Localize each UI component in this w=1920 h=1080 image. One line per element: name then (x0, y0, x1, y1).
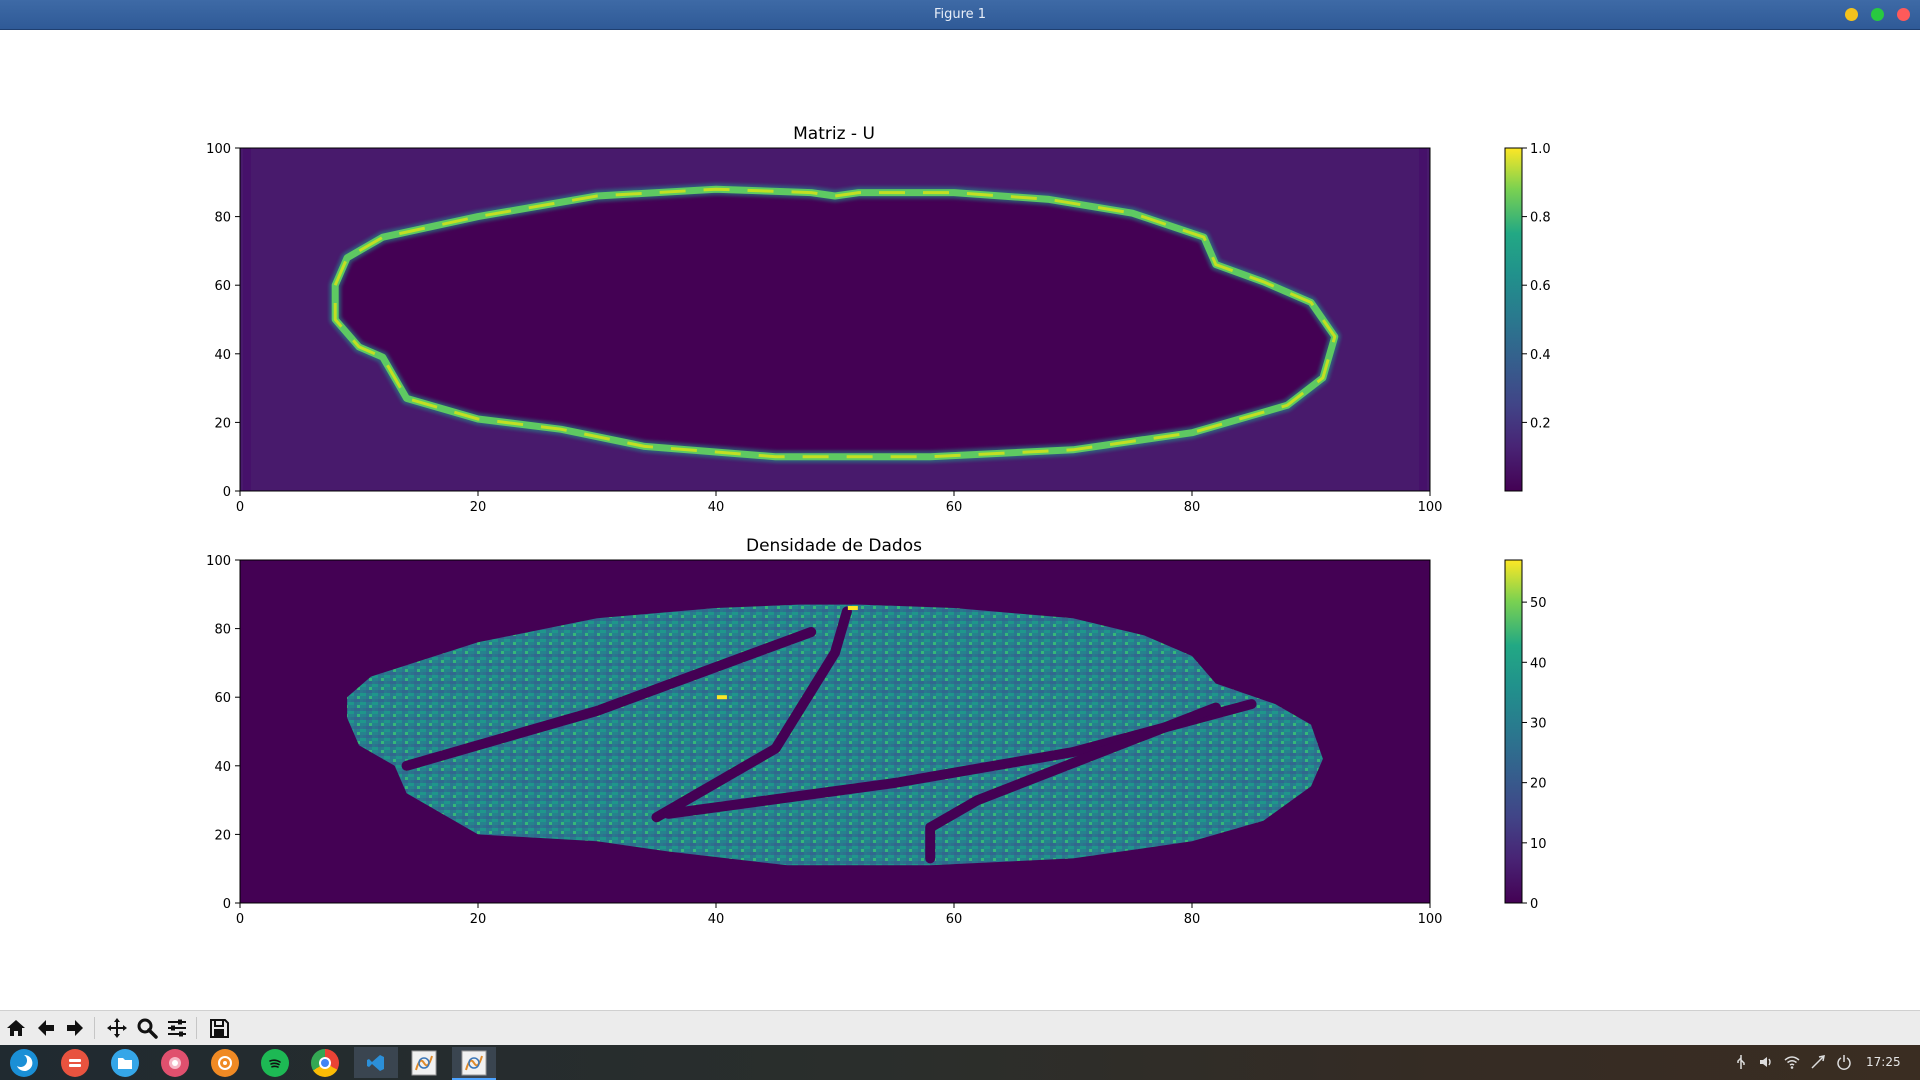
usb-icon[interactable] (1733, 1054, 1749, 1070)
density-ytick-label: 20 (214, 828, 231, 843)
vscode-window-icon[interactable] (354, 1047, 398, 1078)
launcher-icon[interactable] (10, 1049, 38, 1077)
umatrix-colorbar (1504, 147, 1523, 492)
back-icon[interactable] (33, 1015, 59, 1041)
umatrix-xtick-label: 60 (946, 500, 963, 515)
density-title: Densidade de Dados (746, 536, 922, 556)
density-colorbar-tick-label: 40 (1530, 656, 1547, 671)
density-ytick-label: 0 (223, 897, 231, 912)
save-icon[interactable] (206, 1015, 232, 1041)
figure-canvas[interactable]: Matriz - U 0 20 40 60 80 100 0 20 40 60 80 100 0.2 0… (0, 30, 1920, 1010)
zoom-icon[interactable] (134, 1015, 160, 1041)
density-colorbar-tick-label: 50 (1530, 596, 1547, 611)
clock: 17:25 (1866, 1055, 1901, 1069)
umatrix-colorbar-tick-label: 0.6 (1530, 279, 1551, 294)
taskbar: 17:25 (0, 1045, 1920, 1080)
density-gap-1 (401, 627, 817, 771)
media-app-icon[interactable] (211, 1049, 239, 1077)
density-ytick-label: 100 (206, 554, 231, 569)
density-colorbar-tick-label: 0 (1530, 897, 1538, 912)
network-icon[interactable] (1810, 1054, 1826, 1070)
umatrix-boundary-peak (333, 187, 1337, 459)
files-app-icon[interactable] (111, 1049, 139, 1077)
umatrix-edge-column-right (1419, 148, 1427, 491)
python-figure-window-icon[interactable] (402, 1047, 446, 1078)
umatrix-xtick-label: 40 (708, 500, 725, 515)
density-xtick-label: 20 (470, 912, 487, 927)
chrome-app-icon[interactable] (311, 1049, 339, 1077)
density-colorbar (1504, 559, 1523, 904)
density-peak-cell (716, 695, 727, 700)
density-peak-cell (847, 606, 858, 611)
umatrix-edge-column (243, 148, 251, 491)
umatrix-ytick-label: 0 (223, 485, 231, 500)
wifi-icon[interactable] (1784, 1054, 1800, 1070)
umatrix-colorbar-tick-label: 1.0 (1530, 142, 1551, 157)
home-icon[interactable] (3, 1015, 29, 1041)
window-title: Figure 1 (933, 7, 987, 22)
power-icon[interactable] (1836, 1054, 1852, 1070)
minimize-button[interactable] (1845, 8, 1858, 21)
umatrix-colorbar-tick-label: 0.8 (1530, 211, 1551, 226)
density-ytick-label: 80 (214, 623, 231, 638)
density-colorbar-tick-label: 20 (1530, 777, 1547, 792)
umatrix-ytick-label: 40 (214, 348, 231, 363)
density-colorbar-tick-label: 30 (1530, 716, 1547, 731)
umatrix-colorbar-tick-label: 0.4 (1530, 348, 1551, 363)
density-ytick-label: 60 (214, 691, 231, 706)
density-xtick-label: 40 (708, 912, 725, 927)
configure-icon[interactable] (164, 1015, 190, 1041)
density-plot: Densidade de Dados 0 20 40 60 80 100020406080… (206, 536, 1546, 927)
spotify-app-icon[interactable] (261, 1049, 289, 1077)
umatrix-plot: Matriz - U 0 20 40 60 80 100 0 20 40 60 80 100 0.2 0… (206, 124, 1551, 515)
umatrix-colorbar-tick-label: 0.2 (1530, 416, 1551, 431)
umatrix-title: Matriz - U (793, 124, 875, 144)
umatrix-ytick-label: 100 (206, 142, 231, 157)
umatrix-xtick-label: 20 (470, 500, 487, 515)
density-xtick-label: 100 (1418, 912, 1443, 927)
umatrix-cluster-interior (335, 189, 1335, 457)
density-xtick-label: 80 (1184, 912, 1201, 927)
density-xtick-label: 60 (946, 912, 963, 927)
store-app-icon[interactable] (161, 1049, 189, 1077)
matplotlib-toolbar (0, 1010, 1920, 1045)
density-colorbar-tick-label: 10 (1530, 837, 1547, 852)
umatrix-xtick-label: 0 (236, 500, 244, 515)
density-gap-2 (651, 606, 852, 823)
volume-icon[interactable] (1758, 1054, 1774, 1070)
pan-icon[interactable] (104, 1015, 130, 1041)
density-xtick-label: 0 (236, 912, 244, 927)
umatrix-xtick-label: 100 (1418, 500, 1443, 515)
maximize-button[interactable] (1871, 8, 1884, 21)
umatrix-ytick-label: 60 (214, 279, 231, 294)
window-titlebar[interactable]: Figure 1 (0, 0, 1920, 30)
density-gap-4 (925, 702, 1221, 864)
umatrix-ytick-label: 20 (214, 416, 231, 431)
close-button[interactable] (1897, 8, 1910, 21)
density-cluster-region (347, 604, 1323, 866)
forward-icon[interactable] (62, 1015, 88, 1041)
umatrix-ytick-label: 80 (214, 211, 231, 226)
density-ytick-label: 40 (214, 760, 231, 775)
settings-app-icon[interactable] (61, 1049, 89, 1077)
python-figure-window-icon-2[interactable] (452, 1047, 496, 1080)
umatrix-xtick-label: 80 (1184, 500, 1201, 515)
